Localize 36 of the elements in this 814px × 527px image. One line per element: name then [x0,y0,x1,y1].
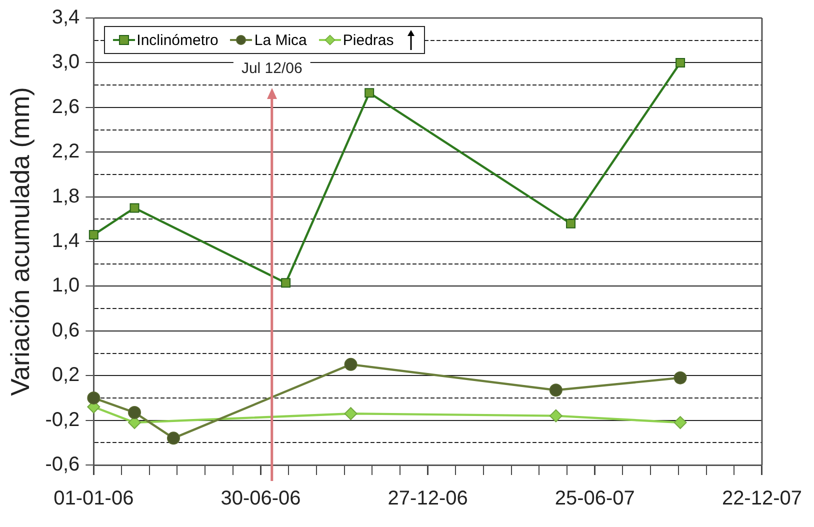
x-tick-label: 25-06-07 [554,488,635,510]
point [344,407,358,420]
y-tick-label: 3,4 [52,6,80,29]
point [344,358,358,371]
point [88,230,98,240]
point [566,218,576,228]
point [549,409,562,422]
y-tick-label: 2,6 [52,96,80,118]
point [128,406,142,419]
y-tick-label: 1,8 [52,185,80,208]
point [674,416,687,430]
y-tick-label: 1,4 [52,230,80,252]
point [87,391,100,404]
x-tick-label: 01-01-06 [54,488,134,510]
y-tick-label: 3,0 [52,51,80,74]
point [130,203,140,213]
legend-label: La Mica [254,32,307,48]
point [674,371,687,384]
x-tick-label: 30-06-06 [220,488,301,510]
y-tick-label: 1,0 [52,274,80,297]
y-axis-title: Variación acumulada (mm) [4,87,35,396]
y-tick-label: -0,6 [45,454,80,476]
y-tick-label: 0,2 [52,364,80,386]
legend-label: Inclinómetro [136,32,218,48]
point [166,432,180,445]
point [281,278,291,288]
point [676,58,686,68]
y-tick-label: -0,2 [45,408,80,431]
x-tick-label: 22-12-07 [722,488,802,510]
y-tick-label: 2,2 [52,140,80,163]
point [549,384,562,397]
legend-label: Piedras [342,32,394,48]
y-tick-label: 0,6 [52,319,80,342]
ref-line-label: Jul 12/06 [241,60,302,78]
x-tick-label: 27-12-06 [388,488,468,510]
point [364,88,374,98]
